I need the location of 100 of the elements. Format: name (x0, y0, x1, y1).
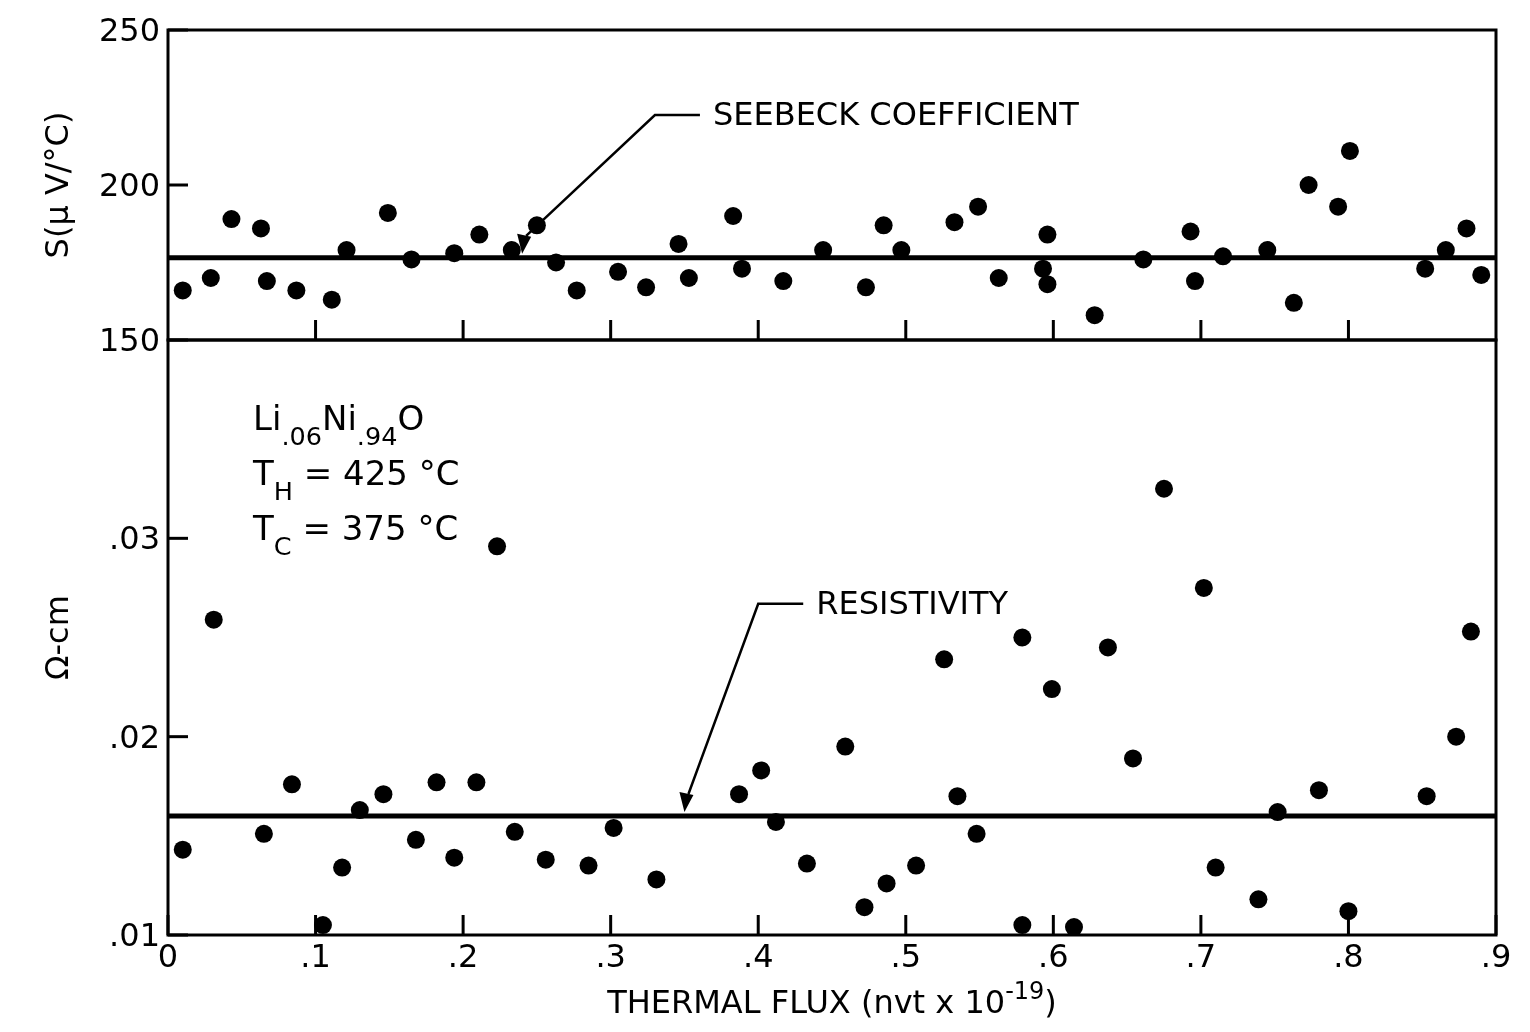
point (527, 216, 546, 235)
point (251, 219, 270, 238)
point (836, 737, 855, 756)
point (322, 290, 341, 309)
point (732, 259, 751, 278)
point (427, 773, 446, 792)
point (679, 269, 698, 287)
point (567, 281, 586, 300)
x-tick-label: .2 (447, 937, 479, 975)
y-tick-label: .01 (109, 916, 160, 954)
point (1098, 638, 1117, 657)
point (969, 197, 988, 216)
point (374, 785, 393, 804)
point (254, 824, 273, 843)
ref-line-label: SEEBECK COEFFICIENT (712, 95, 1080, 133)
point (874, 216, 893, 235)
y-tick-label: 250 (98, 11, 160, 49)
point (1268, 803, 1287, 822)
point (579, 856, 598, 875)
point (604, 818, 623, 837)
x-tick-label: .6 (1038, 937, 1069, 975)
point (855, 898, 874, 917)
y-axis-title: Ω-cm (38, 595, 76, 680)
point (1284, 293, 1303, 312)
x-tick-label: .4 (742, 937, 774, 975)
point (1038, 225, 1057, 244)
point (445, 244, 464, 263)
point (1013, 916, 1032, 935)
y-tick-label: 150 (98, 321, 160, 359)
x-axis-title: THERMAL FLUX (nvt x 10$^{-19}$) (606, 977, 1057, 1021)
point (1457, 219, 1476, 238)
point (774, 272, 793, 291)
point (669, 234, 688, 253)
point (1206, 858, 1225, 877)
x-tick-label: .7 (1185, 937, 1217, 975)
point (1309, 781, 1328, 800)
point (406, 830, 425, 849)
x-tick-label: .8 (1333, 937, 1364, 975)
point (1472, 265, 1491, 284)
point (488, 537, 507, 556)
ref-line-label: RESISTIVITY (816, 583, 1009, 622)
point (201, 269, 220, 287)
y-tick-label: 200 (98, 166, 160, 204)
point (536, 850, 555, 869)
point (378, 203, 397, 222)
point (637, 278, 656, 297)
annotation: T$_{C}$ = 375 °C (252, 508, 459, 561)
point (333, 858, 352, 877)
point (1340, 141, 1359, 160)
point (1185, 272, 1204, 291)
point (547, 253, 566, 272)
point (505, 822, 524, 841)
point (1447, 727, 1466, 746)
point (350, 801, 369, 820)
point (1124, 749, 1143, 768)
point (948, 787, 967, 806)
point (724, 207, 743, 225)
point (1339, 902, 1358, 921)
point (1416, 259, 1435, 278)
point (173, 840, 192, 859)
point (1299, 176, 1318, 194)
point (173, 281, 192, 300)
point (470, 225, 489, 244)
point (766, 812, 785, 831)
point (1038, 275, 1057, 294)
point (1417, 787, 1436, 806)
point (445, 848, 464, 867)
x-tick-label: 0 (157, 937, 179, 975)
point (989, 269, 1008, 287)
y-tick-label: .03 (109, 519, 160, 558)
x-tick-label: .9 (1480, 937, 1512, 975)
point (1194, 578, 1213, 597)
point (935, 650, 954, 669)
point (609, 262, 628, 281)
x-tick-label: .5 (890, 937, 922, 975)
point (945, 213, 964, 232)
point (467, 773, 486, 792)
point (287, 281, 306, 300)
point (856, 278, 875, 297)
point (1249, 890, 1268, 909)
annotation: T$_{H}$ = 425 °C (252, 453, 460, 506)
y-axis-title: S(μ V/°C) (38, 111, 76, 259)
point (313, 916, 332, 935)
point (967, 824, 986, 843)
point (752, 761, 771, 780)
point (1085, 306, 1104, 325)
point (797, 854, 816, 873)
point (204, 610, 223, 629)
point (402, 250, 421, 269)
point (1134, 250, 1153, 269)
point (1034, 259, 1052, 278)
point (1329, 197, 1348, 216)
x-tick-label: .1 (300, 937, 331, 975)
x-tick-label: .3 (595, 937, 626, 975)
point (647, 870, 666, 889)
point (1214, 247, 1233, 266)
point (222, 210, 241, 229)
point (877, 874, 896, 893)
point (1013, 628, 1032, 647)
point (1181, 222, 1200, 241)
